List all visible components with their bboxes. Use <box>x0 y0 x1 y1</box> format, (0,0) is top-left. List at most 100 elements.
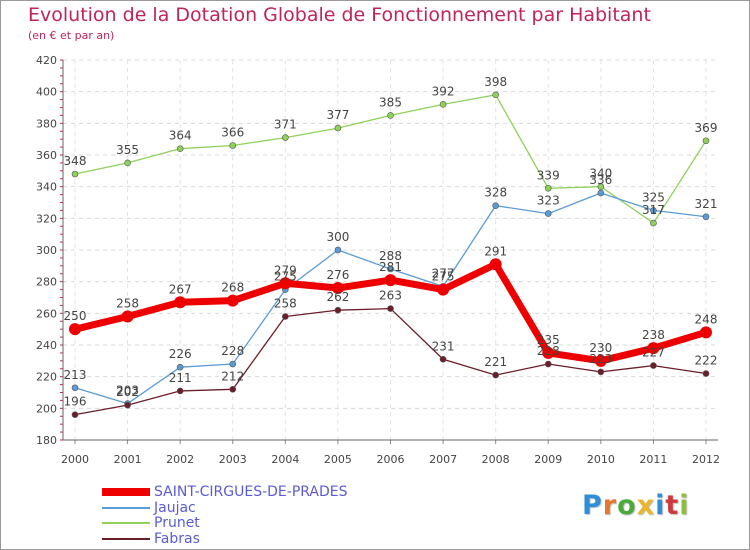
data-point-saint-cirgues-de-prades <box>647 342 660 355</box>
y-tick-label: 340 <box>36 181 57 194</box>
data-label-prunet: 369 <box>695 121 718 135</box>
chart-title: Evolution de la Dotation Globale de Fonc… <box>28 4 651 26</box>
data-point-fabras <box>176 387 184 395</box>
data-point-fabras <box>492 371 499 379</box>
y-tick-label: 300 <box>36 244 57 257</box>
data-label-jaujac: 328 <box>484 186 507 200</box>
data-label-jaujac: 336 <box>589 173 612 187</box>
data-point-saint-cirgues-de-prades <box>331 282 344 294</box>
x-tick-label: 2007 <box>429 453 457 466</box>
logo-letter: o <box>617 490 637 521</box>
data-label-saint-cirgues-de-prades: 235 <box>537 333 560 347</box>
data-label-jaujac: 275 <box>274 270 297 284</box>
data-label-fabras: 227 <box>642 346 665 360</box>
data-point-prunet <box>387 112 394 119</box>
x-tick-label: 2008 <box>482 453 510 466</box>
data-label-saint-cirgues-de-prades: 275 <box>432 270 455 284</box>
x-tick-label: 2003 <box>219 453 247 466</box>
data-point-prunet <box>702 137 710 145</box>
legend-label-prunet: Prunet <box>154 515 200 531</box>
data-point-fabras <box>334 306 342 314</box>
data-point-prunet <box>334 124 342 132</box>
data-label-jaujac: 226 <box>169 347 192 361</box>
data-label-prunet: 364 <box>169 129 192 143</box>
logo-letter: x <box>636 490 656 521</box>
data-point-prunet <box>650 219 657 227</box>
data-label-fabras: 258 <box>274 297 297 311</box>
x-tick-label: 2011 <box>639 453 667 466</box>
data-label-prunet: 398 <box>484 75 507 89</box>
data-label-fabras: 223 <box>589 352 612 366</box>
x-tick-label: 2004 <box>271 453 299 466</box>
data-point-saint-cirgues-de-prades <box>174 296 187 309</box>
data-point-saint-cirgues-de-prades <box>700 326 712 339</box>
data-label-fabras: 221 <box>484 355 507 369</box>
data-label-saint-cirgues-de-prades: 268 <box>221 281 244 295</box>
data-label-fabras: 196 <box>64 395 87 409</box>
data-label-saint-cirgues-de-prades: 250 <box>64 309 87 323</box>
data-point-prunet <box>492 91 499 99</box>
y-tick-label: 240 <box>36 339 57 352</box>
data-point-saint-cirgues-de-prades <box>542 346 555 359</box>
data-label-prunet: 377 <box>326 108 349 122</box>
y-tick-label: 220 <box>36 371 57 384</box>
data-point-prunet <box>71 170 79 178</box>
data-label-fabras: 211 <box>169 371 192 385</box>
data-label-saint-cirgues-de-prades: 267 <box>169 282 192 296</box>
data-label-jaujac: 325 <box>642 190 665 204</box>
data-point-saint-cirgues-de-prades <box>226 294 239 307</box>
x-tick-label: 2012 <box>692 453 720 466</box>
x-tick-label: 2002 <box>166 453 194 466</box>
data-label-fabras: 222 <box>695 354 718 368</box>
data-label-saint-cirgues-de-prades: 281 <box>379 260 402 274</box>
y-tick-label: 420 <box>36 54 57 67</box>
legend-label-jaujac: Jaujac <box>154 500 196 516</box>
data-label-fabras: 202 <box>116 385 139 399</box>
x-tick-label: 2010 <box>587 453 615 466</box>
data-label-prunet: 366 <box>221 126 244 140</box>
logo-letter: i <box>655 490 666 521</box>
data-label-saint-cirgues-de-prades: 291 <box>484 244 507 258</box>
data-point-saint-cirgues-de-prades <box>384 274 397 287</box>
data-label-jaujac: 321 <box>695 197 718 211</box>
data-point-saint-cirgues-de-prades <box>69 323 81 336</box>
data-label-prunet: 392 <box>432 84 455 98</box>
data-label-jaujac: 323 <box>537 194 560 208</box>
proxiti-logo: Proxiti <box>582 490 690 521</box>
legend-swatch-prunet <box>102 522 150 524</box>
x-tick-label: 2006 <box>377 453 405 466</box>
data-point-saint-cirgues-de-prades <box>437 283 450 296</box>
data-point-fabras <box>282 313 289 320</box>
data-point-jaujac <box>702 213 710 221</box>
y-tick-label: 380 <box>36 117 57 130</box>
logo-letter: r <box>602 490 618 521</box>
data-label-jaujac: 228 <box>221 344 244 358</box>
legend-label-saint-cirgues-de-prades: SAINT-CIRGUES-DE-PRADES <box>154 484 348 500</box>
logo-letter: t <box>665 490 680 521</box>
data-point-fabras <box>650 362 657 369</box>
data-label-fabras: 212 <box>221 369 244 383</box>
data-point-jaujac <box>176 363 184 371</box>
y-tick-label: 260 <box>36 307 57 320</box>
y-tick-label: 320 <box>36 212 57 225</box>
data-label-prunet: 348 <box>64 154 87 168</box>
data-label-jaujac: 277 <box>432 266 455 280</box>
data-label-fabras: 262 <box>326 290 349 304</box>
data-label-fabras: 231 <box>432 339 455 353</box>
legend-label-fabras: Fabras <box>154 531 200 547</box>
y-tick-label: 400 <box>36 86 57 99</box>
data-point-fabras <box>439 355 447 363</box>
data-point-jaujac <box>229 360 237 368</box>
logo-letter: P <box>582 490 603 521</box>
data-point-fabras <box>387 305 394 312</box>
data-label-fabras: 228 <box>537 344 560 358</box>
data-point-saint-cirgues-de-prades <box>489 258 502 271</box>
data-point-jaujac <box>334 246 342 254</box>
data-label-saint-cirgues-de-prades: 258 <box>116 297 139 311</box>
x-tick-label: 2009 <box>534 453 562 466</box>
data-point-jaujac <box>544 210 552 217</box>
data-point-fabras <box>597 368 605 376</box>
data-point-prunet <box>124 159 131 167</box>
data-point-jaujac <box>650 207 657 214</box>
